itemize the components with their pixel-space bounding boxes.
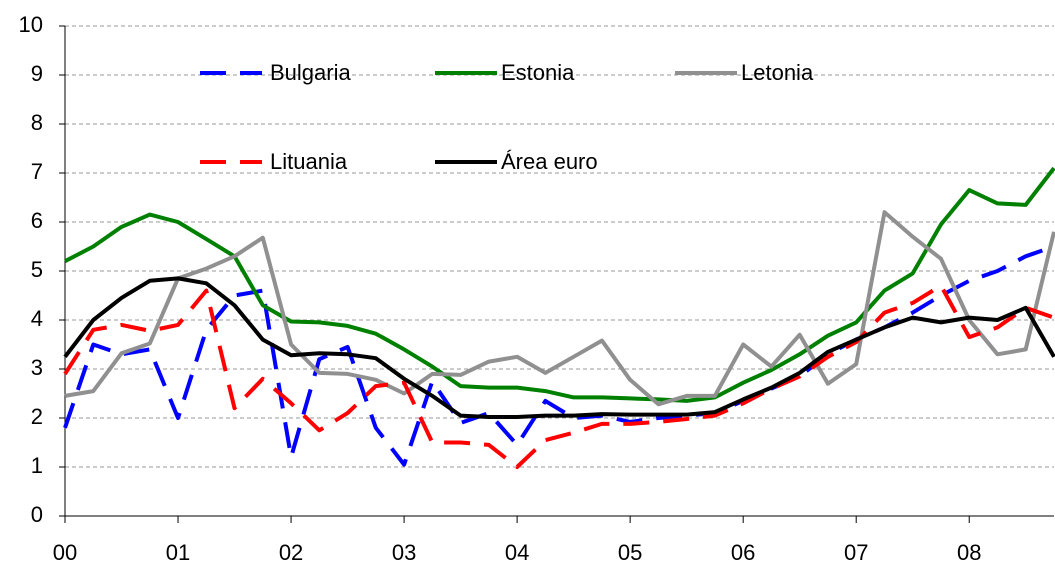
series-line [64,166,1055,403]
y-tick-label: 4 [31,306,43,331]
x-tick-label: 05 [618,540,642,565]
legend-label: Bulgaria [270,60,351,85]
y-tick-label: 7 [31,159,43,184]
x-tick-label: 02 [279,540,303,565]
legend-label: Estonia [501,60,575,85]
x-tick-label: 06 [731,540,755,565]
legend-label: Lituania [270,149,348,174]
x-tick-label: 08 [957,540,981,565]
y-tick-label: 2 [31,404,43,429]
legend-label: Área euro [501,149,598,174]
x-tick-label: 03 [392,540,416,565]
y-tick-label: 3 [31,355,43,380]
x-tick-label: 07 [844,540,868,565]
series-line [64,210,1055,407]
y-tick-label: 10 [19,12,43,37]
x-tick-label: 04 [505,540,529,565]
legend-label: Letonia [741,60,814,85]
y-tick-label: 8 [31,110,43,135]
x-tick-label: 01 [166,540,190,565]
y-tick-label: 9 [31,61,43,86]
y-tick-label: 0 [31,502,43,527]
y-tick-label: 6 [31,208,43,233]
series-line [63,276,1055,419]
x-tick-label: 00 [53,540,77,565]
series-line [63,283,1055,469]
y-tick-label: 1 [31,453,43,478]
y-tick-label: 5 [31,257,43,282]
